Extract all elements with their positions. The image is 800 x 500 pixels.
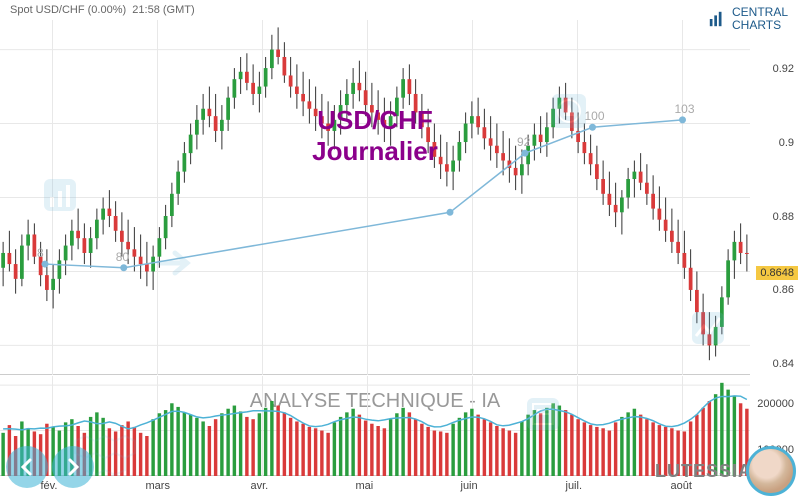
avatar[interactable] [746,446,796,496]
chevron-left-icon [16,456,38,478]
y-tick: 0.88 [773,211,794,223]
overlay-point-label: 103 [675,102,695,116]
compass-icon [550,92,588,130]
y-tick: 0.84 [773,358,794,370]
overlay-point-label: 100 [585,109,605,123]
x-axis: fév.marsavr.maijuinjuil.août [0,480,750,498]
y-axis: 0.84 0.86 0.88 0.9 0.92 [750,40,800,395]
candlestick-svg [0,20,750,375]
watermark-icon [40,175,80,215]
prev-button[interactable] [6,446,48,488]
x-tick: mai [356,480,374,492]
arrow-icon [155,245,199,281]
vol-y-tick: 200000 [757,398,794,410]
chart-header: Spot USD/CHF (0.00%) 21:58 (GMT) [10,4,195,16]
time-label: 21:58 (GMT) [132,4,194,16]
overlay-point-label: 92 [517,135,530,149]
next-button[interactable] [52,446,94,488]
overlay-point-label: 8 [37,246,44,260]
y-tick: 0.9 [779,137,794,149]
x-tick: juil. [566,480,583,492]
trend-icon [690,310,726,346]
chevron-right-icon [62,456,84,478]
x-tick: mars [146,480,170,492]
instrument-name: Spot USD/CHF [10,4,85,16]
x-tick: fév. [41,480,58,492]
main-chart[interactable]: USD/CHF Journalier 88092100103 [0,20,750,375]
y-tick: 0.92 [773,63,794,75]
y-tick: 0.86 [773,284,794,296]
news-icon [525,396,561,432]
watermark-text: LUTESSIA [655,461,752,482]
x-tick: juin [461,480,478,492]
x-tick: avr. [251,480,269,492]
overlay-point-label: 80 [116,250,129,264]
change-pct: (0.00%) [88,4,127,16]
volume-chart[interactable] [0,376,750,476]
current-price-label: 0.8648 [756,266,798,280]
